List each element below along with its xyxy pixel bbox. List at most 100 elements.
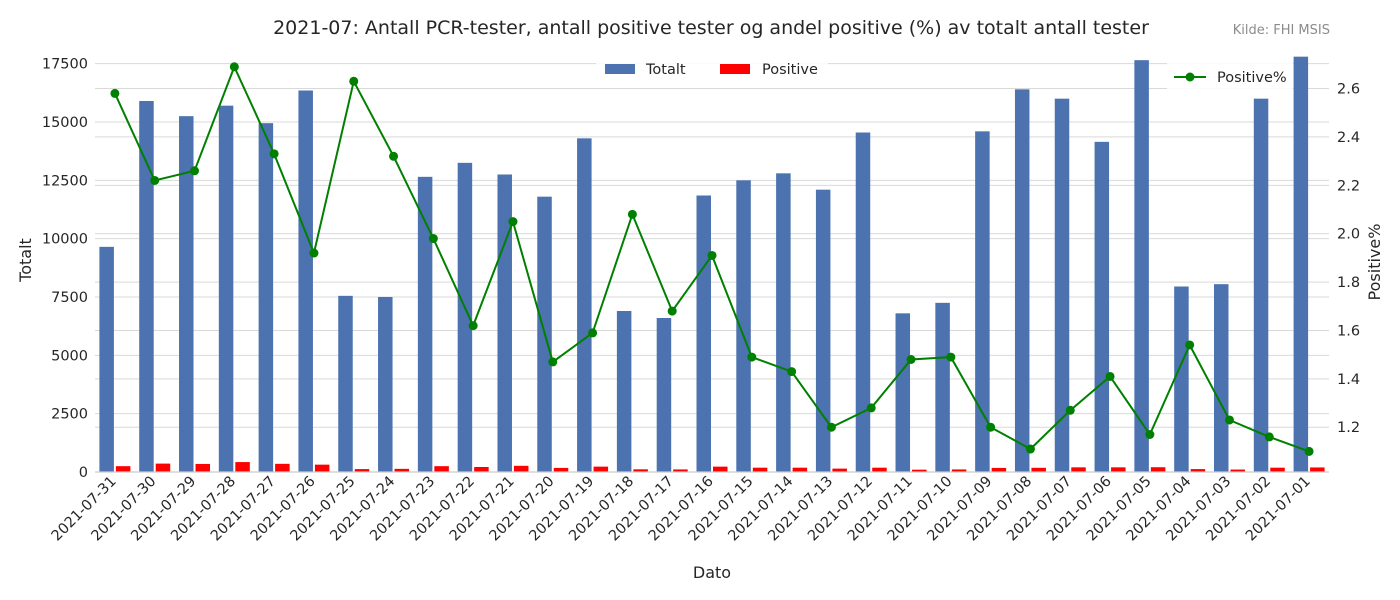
point-positive-pct xyxy=(110,88,120,98)
bar-positive xyxy=(912,469,927,472)
point-positive-pct xyxy=(1264,432,1274,442)
legend-bars: Totalt Positive xyxy=(596,55,828,85)
point-positive-pct xyxy=(906,355,916,365)
bar-positive xyxy=(155,463,171,472)
bar-positive xyxy=(115,466,131,472)
legend-label-positive-pct: Positive% xyxy=(1217,70,1287,86)
bar-positive xyxy=(832,468,847,472)
bar-totalt xyxy=(218,105,234,473)
bar-totalt xyxy=(616,311,632,472)
bar-positive xyxy=(235,462,250,472)
x-axis-label: Dato xyxy=(693,563,731,582)
y2-tick-label: 2.0 xyxy=(1337,227,1360,243)
bar-totalt xyxy=(378,297,393,472)
y2-tick-label: 1.6 xyxy=(1337,323,1360,339)
point-positive-pct xyxy=(707,250,717,260)
bar-positive xyxy=(1270,467,1285,472)
point-positive-pct xyxy=(946,352,956,362)
bar-positive xyxy=(593,466,609,472)
bar-totalt xyxy=(99,246,114,472)
point-positive-pct xyxy=(229,62,239,72)
bar-totalt xyxy=(1253,98,1269,473)
legend-swatch-positive xyxy=(720,64,750,74)
bar-positive xyxy=(1031,467,1046,472)
y-tick-label: 17500 xyxy=(42,57,88,73)
y-tick-label: 5000 xyxy=(51,348,88,364)
bar-totalt xyxy=(656,318,672,472)
point-positive-pct xyxy=(1145,430,1155,440)
bar-positive xyxy=(354,469,370,472)
point-positive-pct xyxy=(1304,446,1314,456)
legend-label-totalt: Totalt xyxy=(645,62,686,78)
y-tick-label: 0 xyxy=(79,465,88,481)
point-positive-pct xyxy=(428,234,438,244)
bar-totalt xyxy=(497,174,512,472)
y-tick-label: 10000 xyxy=(42,232,88,248)
y2-axis-label: Positive% xyxy=(1365,224,1384,301)
bar-totalt xyxy=(1054,98,1070,473)
point-positive-pct xyxy=(1025,444,1035,454)
line-series xyxy=(110,62,1314,456)
bar-positive xyxy=(872,467,887,472)
y-tick-label: 15000 xyxy=(42,115,88,131)
left-y-ticks: 0 2500 5000 7500 10000 12500 15000 17500 xyxy=(42,57,88,481)
bar-positive xyxy=(991,467,1007,472)
bar-positive xyxy=(1190,469,1206,472)
y2-tick-label: 2.2 xyxy=(1337,178,1360,194)
bar-totalt xyxy=(895,313,911,472)
bar-positive xyxy=(713,466,728,472)
bar-positive xyxy=(752,467,768,472)
bar-positive xyxy=(314,464,330,472)
point-positive-pct xyxy=(627,209,637,219)
bar-totalt xyxy=(1213,284,1229,472)
point-positive-pct xyxy=(269,149,279,159)
source-note: Kilde: FHI MSIS xyxy=(1233,23,1330,38)
bar-totalt xyxy=(1293,56,1309,473)
point-positive-pct xyxy=(349,76,359,86)
point-positive-pct xyxy=(508,217,518,227)
bar-positive xyxy=(951,469,967,472)
bar-totalt xyxy=(815,189,831,472)
y-axis-label: Totalt xyxy=(16,238,35,283)
bar-totalt xyxy=(1134,60,1149,473)
point-positive-pct xyxy=(1065,405,1075,415)
bar-totalt xyxy=(736,180,751,473)
legend-swatch-totalt xyxy=(605,64,635,74)
bar-positive xyxy=(195,463,211,472)
bar-positive xyxy=(633,469,648,472)
bar-positive xyxy=(553,467,569,472)
point-positive-pct xyxy=(190,166,200,176)
bar-totalt xyxy=(417,176,433,473)
bar-positive xyxy=(1310,467,1325,472)
bar-totalt xyxy=(975,131,990,473)
y-tick-label: 2500 xyxy=(51,407,88,423)
point-positive-pct xyxy=(150,175,160,185)
bar-positive xyxy=(1071,467,1086,472)
y2-tick-label: 1.4 xyxy=(1337,372,1360,388)
y2-tick-label: 2.4 xyxy=(1337,130,1360,146)
point-positive-pct xyxy=(1185,340,1195,350)
bar-totalt xyxy=(935,302,950,472)
y2-tick-label: 1.2 xyxy=(1337,420,1360,436)
y2-tick-label: 2.6 xyxy=(1337,82,1360,98)
bar-totalt xyxy=(139,101,154,472)
point-positive-pct xyxy=(747,352,757,362)
x-ticks: 2021-07-312021-07-302021-07-292021-07-28… xyxy=(49,474,1314,545)
bar-totalt xyxy=(457,162,473,473)
point-positive-pct xyxy=(866,403,876,413)
bar-positive xyxy=(1111,467,1126,472)
point-positive-pct xyxy=(389,151,399,161)
y-tick-label: 7500 xyxy=(51,290,88,306)
bar-totalt xyxy=(298,90,313,472)
bar-totalt xyxy=(1014,89,1030,472)
chart-title: 2021-07: Antall PCR-tester, antall posit… xyxy=(273,17,1149,39)
bar-totalt xyxy=(577,138,592,473)
bar-totalt xyxy=(1174,286,1189,472)
bar-positive xyxy=(673,469,688,472)
legend-marker-positive-pct xyxy=(1185,72,1195,82)
bar-totalt xyxy=(855,132,871,472)
point-positive-pct xyxy=(588,328,598,338)
bar-positive xyxy=(1150,467,1166,472)
bar-positive xyxy=(1230,469,1245,472)
